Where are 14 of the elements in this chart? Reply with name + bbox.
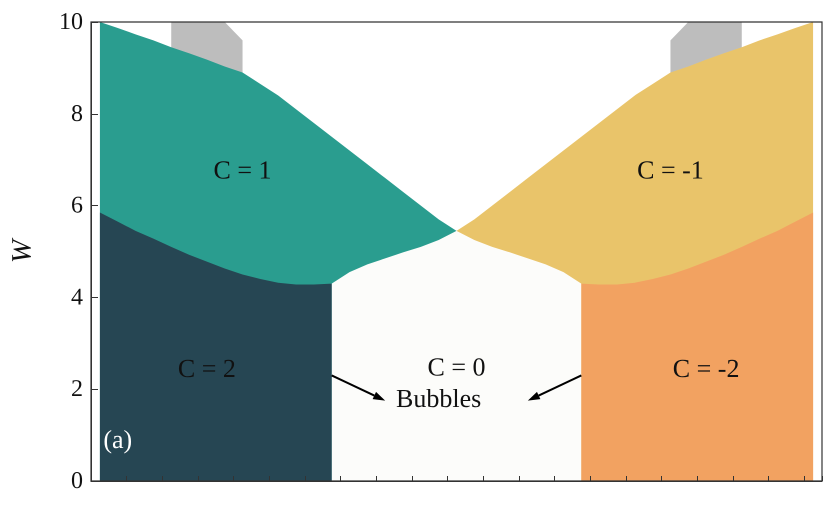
annotation: Bubbles <box>396 384 482 413</box>
series-label: C = 2 <box>178 354 236 384</box>
y-tick-label: 10 <box>59 9 83 35</box>
y-tick-label: 6 <box>71 192 83 219</box>
series-label: C = -1 <box>637 156 704 185</box>
y-tick-label: 8 <box>71 100 83 127</box>
y-tick-label: 0 <box>71 468 83 494</box>
annotation: (a) <box>103 425 132 454</box>
y-axis-title: W <box>6 237 38 264</box>
y-tick-label: 2 <box>71 376 83 402</box>
series-label: C = 1 <box>214 156 272 185</box>
series-label: C = -2 <box>672 354 740 384</box>
series-label: C = 0 <box>427 352 486 382</box>
y-tick-label: 4 <box>71 284 83 310</box>
